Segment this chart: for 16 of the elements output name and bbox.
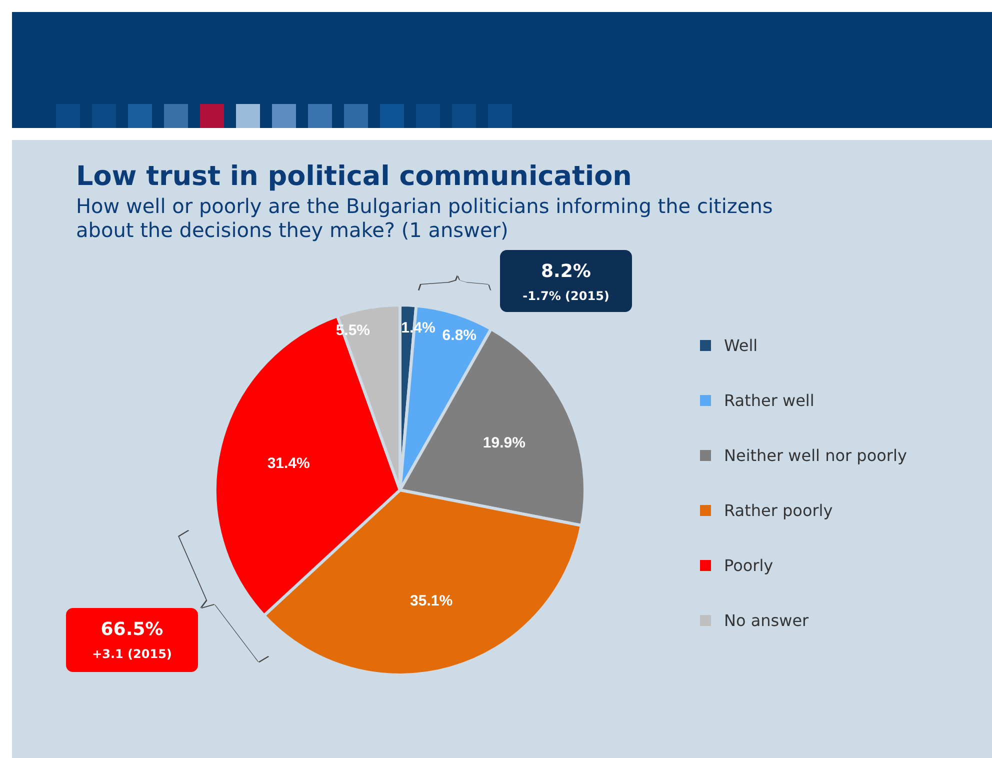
legend-label: Neither well nor poorly (724, 446, 907, 465)
legend-label: Rather well (724, 391, 814, 410)
chart-subtitle: How well or poorly are the Bulgarian politicians informing the citizens about the decisions they make? (1 answer) (76, 194, 773, 242)
data-label: 35.1% (410, 592, 453, 610)
legend-label: No answer (724, 611, 810, 630)
text: 8.2% (541, 261, 591, 282)
legend-label: Well (724, 336, 758, 355)
chart-title: Low trust in political communication (76, 161, 632, 192)
data-label: 19.9% (482, 434, 526, 452)
legend-label: Rather poorly (724, 501, 833, 520)
text: 66.5% (100, 619, 164, 640)
legend-label: Poorly (724, 556, 774, 575)
text: +3.1 (2015) (92, 647, 172, 661)
data-label: 31.4% (267, 454, 310, 472)
text: -1.7% (2015) (522, 289, 610, 303)
data-label: 6.8% (442, 326, 477, 344)
